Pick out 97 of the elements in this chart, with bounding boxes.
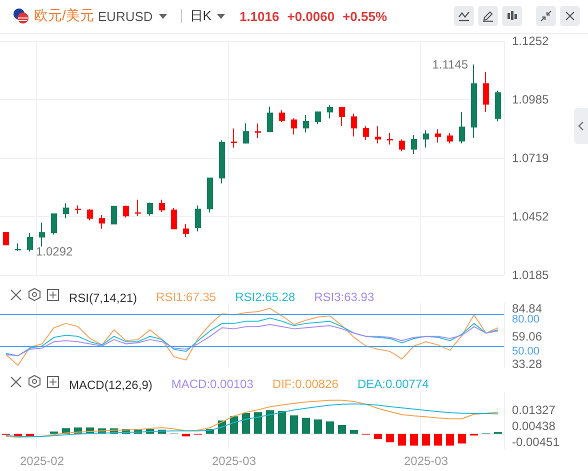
y-tick-label: 1.0185 — [512, 268, 550, 282]
bar — [350, 430, 358, 434]
candlestick — [423, 130, 429, 148]
y-tick-label: 0.01327 — [512, 403, 556, 418]
y-tick-label: 59.06 — [512, 329, 542, 344]
bar — [266, 410, 274, 434]
y-tick-label: 33.28 — [512, 357, 542, 371]
candlestick — [459, 112, 465, 144]
text: 1.1016 — [239, 8, 280, 24]
bar — [422, 434, 430, 446]
bar — [326, 421, 334, 434]
candlestick — [351, 113, 357, 137]
bar — [338, 424, 346, 434]
bar — [302, 418, 310, 434]
bar — [290, 415, 298, 434]
candlestick — [3, 232, 9, 246]
y-tick-label: 0.00438 — [512, 419, 556, 434]
bar — [410, 434, 418, 446]
annotation: 1.1145 — [432, 57, 468, 72]
candlestick — [87, 208, 93, 221]
candlestick — [63, 202, 69, 219]
candlestick — [219, 140, 225, 184]
candlestick — [111, 205, 117, 224]
candlestick — [255, 122, 261, 139]
line-series — [6, 318, 498, 356]
candlestick — [387, 132, 393, 146]
x-tick-label: 2025-03 — [404, 454, 448, 468]
candlestick — [399, 138, 405, 152]
candlestick — [183, 224, 189, 238]
text: 日K — [190, 7, 212, 25]
x-tick-label: 2025-02 — [20, 454, 64, 468]
candlestick — [315, 110, 321, 125]
y-tick-label: 1.0452 — [512, 209, 550, 224]
series-label: RSI2:65.28 — [235, 290, 296, 304]
bar — [254, 412, 262, 434]
bar — [374, 434, 382, 440]
candlestick — [267, 106, 273, 132]
ref-line-label: 80.00 — [512, 313, 540, 326]
ref-line-label: 50.00 — [512, 346, 540, 358]
candlestick — [135, 199, 141, 217]
bar — [182, 434, 190, 436]
chart-title: RSI(7,14,21) — [69, 291, 138, 305]
candlestick — [207, 177, 213, 213]
series-label: RSI1:67.35 — [156, 290, 216, 304]
candlestick — [123, 205, 129, 218]
chart-title: MACD(12,26,9) — [69, 378, 152, 392]
candlestick — [99, 214, 105, 230]
candlestick — [147, 202, 153, 216]
candlestick — [471, 64, 477, 138]
bar — [386, 434, 394, 442]
bar — [278, 411, 286, 434]
line-series — [6, 308, 498, 366]
bar — [242, 413, 250, 434]
candlestick — [27, 232, 33, 252]
candlestick — [195, 204, 201, 232]
bar — [398, 434, 406, 446]
y-tick-label: 1.0719 — [512, 150, 550, 165]
candlestick — [279, 110, 285, 123]
candlestick — [243, 122, 249, 144]
x-tick-label: 2025-03 — [212, 454, 256, 468]
series-label: DEA:0.00774 — [357, 377, 430, 391]
y-tick-label: 1.0985 — [512, 92, 550, 107]
text: +0.55% — [342, 8, 388, 24]
bar — [446, 434, 454, 446]
candlestick — [435, 128, 441, 144]
candlestick — [483, 71, 489, 112]
candlestick — [303, 114, 309, 133]
candlestick — [363, 126, 369, 140]
y-tick-label: 1.1252 — [512, 34, 550, 48]
candlestick — [411, 134, 417, 154]
candlestick — [231, 128, 237, 148]
candlestick — [447, 132, 453, 144]
bar — [230, 416, 238, 434]
series-label: DIF:0.00826 — [272, 377, 339, 391]
annotation: 1.0292 — [36, 244, 74, 259]
candlestick — [75, 204, 81, 214]
candlestick — [15, 242, 21, 252]
text: +0.0060 — [287, 8, 335, 24]
candlestick — [171, 208, 177, 230]
series-label: MACD:0.00103 — [171, 377, 254, 391]
candlestick — [375, 126, 381, 144]
candlestick — [339, 106, 345, 126]
candlestick — [327, 104, 333, 119]
chart-subtitle: EURUSD — [98, 8, 153, 24]
bar — [458, 434, 466, 444]
bar — [314, 419, 322, 434]
candlestick — [51, 212, 57, 236]
y-tick-label: -0.00451 — [512, 434, 560, 449]
candlestick — [159, 199, 165, 213]
candlestick — [291, 118, 297, 135]
candlestick — [495, 90, 501, 122]
bar — [434, 434, 442, 446]
y-tick-label: 84.84 — [512, 302, 542, 316]
chart-title: 欧元/美元 — [34, 7, 94, 25]
candlestick — [39, 222, 45, 247]
line-series — [6, 324, 498, 356]
series-label: RSI3:63.93 — [314, 290, 374, 304]
